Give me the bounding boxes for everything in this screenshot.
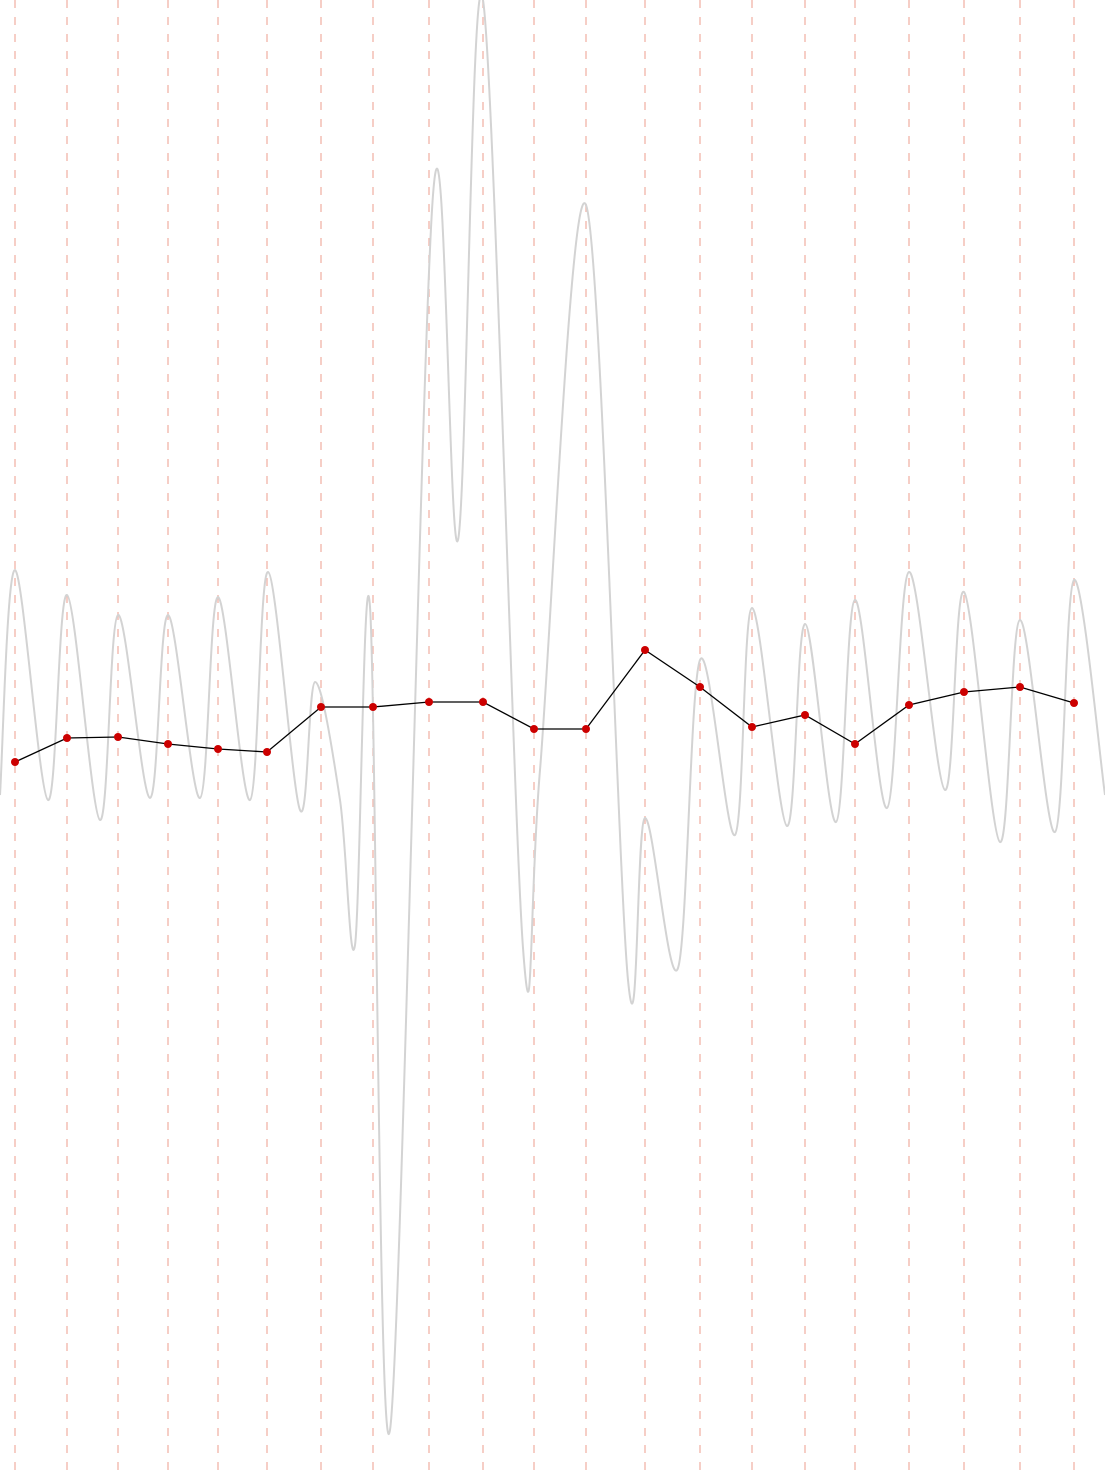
sample-marker xyxy=(641,646,649,654)
sample-marker xyxy=(696,683,704,691)
sample-marker xyxy=(114,733,122,741)
sample-marker xyxy=(479,698,487,706)
sample-marker xyxy=(748,723,756,731)
sample-marker xyxy=(905,701,913,709)
sample-marker xyxy=(63,734,71,742)
sample-marker xyxy=(851,740,859,748)
sample-marker xyxy=(530,725,538,733)
sample-marker xyxy=(214,745,222,753)
sample-marker xyxy=(1016,683,1024,691)
sample-marker xyxy=(801,711,809,719)
sample-marker xyxy=(164,740,172,748)
sample-marker xyxy=(11,758,19,766)
signal-line xyxy=(0,0,1105,1435)
sample-marker xyxy=(960,688,968,696)
sample-marker xyxy=(425,698,433,706)
sample-marker xyxy=(582,725,590,733)
sample-marker xyxy=(263,748,271,756)
sample-marker xyxy=(369,703,377,711)
sample-marker xyxy=(1070,699,1078,707)
sample-marker xyxy=(317,703,325,711)
